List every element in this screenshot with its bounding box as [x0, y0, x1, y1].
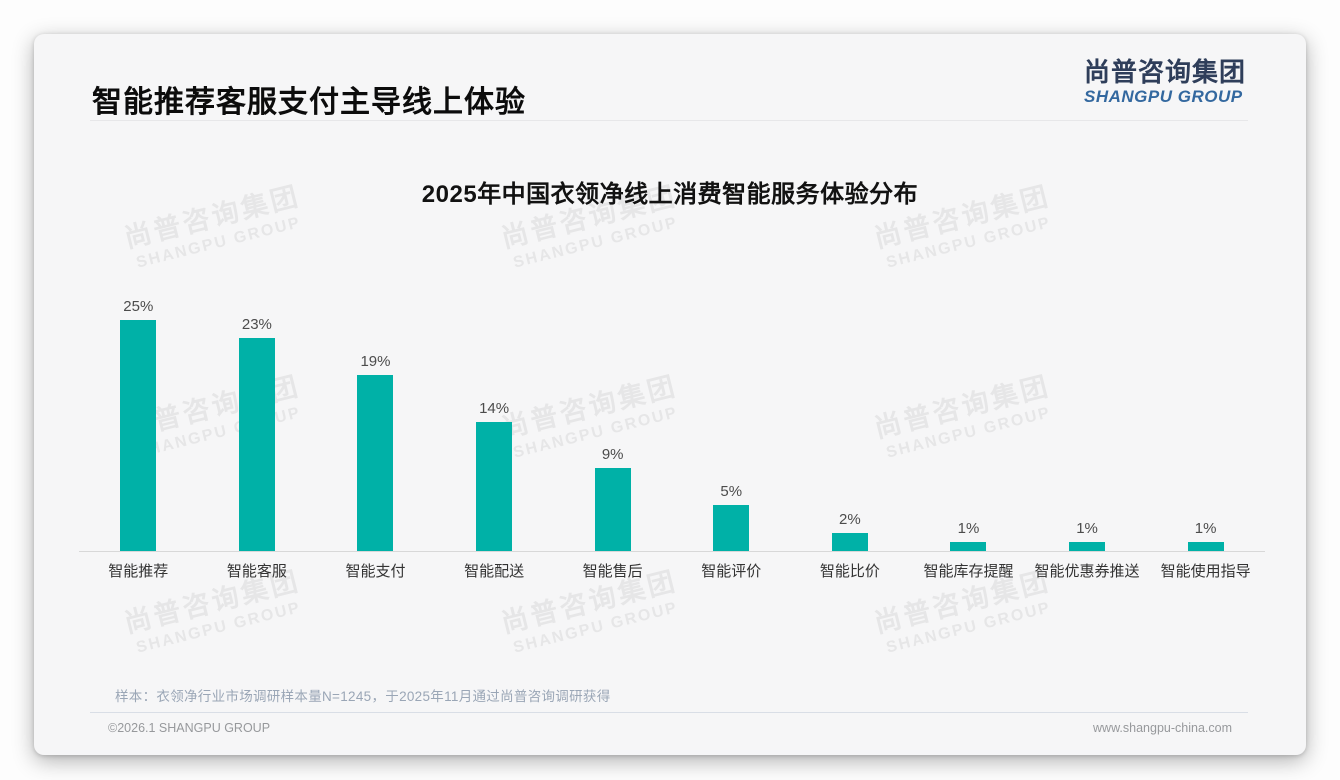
company-logo: 尚普咨询集团 SHANGPU GROUP	[1084, 58, 1246, 107]
bar-column: 2%	[791, 511, 910, 551]
bar-value-label: 14%	[479, 400, 510, 417]
bar-column: 5%	[672, 483, 791, 551]
bar-category-label: 智能配送	[464, 563, 525, 580]
bar-value-label: 19%	[360, 353, 391, 370]
bar-category-label: 智能评价	[701, 563, 762, 580]
logo-chinese-text: 尚普咨询集团	[1083, 57, 1246, 87]
bar-column: 1%	[909, 520, 1028, 551]
bar	[594, 468, 631, 551]
bar-value-label: 1%	[1194, 520, 1217, 537]
bar-value-label: 5%	[720, 483, 743, 500]
slide: 尚普咨询集团 SHANGPU GROUP 尚普咨询集团 SHANGPU GROUP 尚普…	[34, 34, 1306, 755]
bar-value-label: 2%	[839, 511, 861, 528]
bar-column: 1%	[1146, 520, 1265, 551]
bar-category-label: 智能客服	[226, 563, 287, 580]
bar-category-label: 智能库存提醒	[923, 563, 1014, 580]
bar	[357, 375, 394, 551]
bar-column: 1%	[1028, 520, 1147, 551]
bar-category-label: 智能推荐	[108, 563, 169, 580]
slide-content: 智能推荐客服支付主导线上体验 尚普咨询集团 SHANGPU GROUP 2025…	[34, 34, 1306, 755]
logo-english-text: SHANGPU GROUP	[1083, 86, 1243, 106]
bar	[476, 422, 513, 551]
footer: ©2026.1 SHANGPU GROUP www.shangpu-china.…	[108, 721, 1232, 735]
header-divider	[90, 120, 1248, 121]
category-labels: 智能推荐 智能客服 智能支付 智能配送 智能售后 智能评价 智能比价 智能库存提醒 智能优惠券推…	[79, 560, 1265, 581]
bar-value-label: 1%	[957, 520, 980, 537]
bar	[950, 542, 987, 551]
page-title: 智能推荐客服支付主导线上体验	[92, 86, 526, 119]
bar-column: 14%	[435, 400, 554, 551]
copyright-text: ©2026.1 SHANGPU GROUP	[108, 721, 271, 735]
footer-divider	[90, 712, 1248, 713]
sample-footnote: 样本：衣领净行业市场调研样本量N=1245，于2025年11月通过尚普咨询调研获…	[115, 689, 611, 704]
bar-value-label: 1%	[1076, 520, 1098, 537]
bar-category-label: 智能支付	[345, 563, 406, 580]
bar-column: 25%	[79, 298, 198, 551]
bar-category-label: 智能比价	[819, 563, 880, 580]
bar	[120, 320, 157, 551]
bar-column: 19%	[316, 353, 435, 551]
bar-value-label: 23%	[241, 316, 272, 333]
plot-area: 25% 23% 19% 14% 9% 5% 2% 1% 1% 1%	[79, 291, 1265, 552]
bar-category-label: 智能售后	[582, 563, 643, 580]
website-url: www.shangpu-china.com	[1093, 721, 1232, 735]
bar-category-label: 智能使用指导	[1160, 563, 1251, 580]
bar-value-label: 25%	[123, 298, 154, 315]
bar	[713, 505, 750, 551]
bar	[1069, 542, 1106, 551]
bar-category-label: 智能优惠券推送	[1034, 563, 1140, 580]
bar-column: 23%	[198, 316, 317, 551]
bar	[238, 338, 275, 551]
bar-value-label: 9%	[601, 446, 624, 463]
bar	[1187, 542, 1224, 551]
bar-column: 9%	[553, 446, 672, 551]
chart-title: 2025年中国衣领净线上消费智能服务体验分布	[421, 181, 919, 208]
bar	[831, 533, 868, 551]
